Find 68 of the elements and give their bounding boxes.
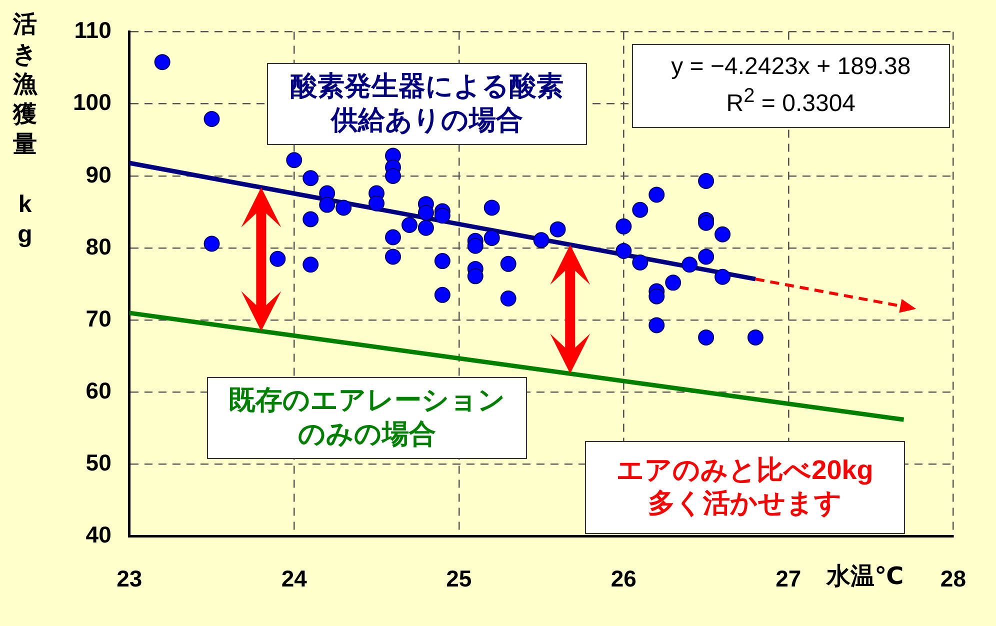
point	[698, 214, 714, 231]
text-frame: 酸素発生器による酸素供給ありの場合	[266, 63, 587, 145]
annotation: R$^{2}$ = 0.3304	[725, 84, 857, 120]
point	[385, 229, 401, 246]
point	[385, 168, 401, 184]
point	[302, 256, 319, 273]
point	[533, 232, 550, 248]
text-frame: 既存のエアレーションのみの場合	[206, 377, 527, 459]
point	[434, 286, 450, 303]
point	[434, 253, 450, 270]
text-frame: エアのみと比べ20kg多く活かせます	[584, 440, 905, 534]
point	[467, 238, 484, 254]
y-tick-label: 50	[86, 450, 112, 476]
point	[550, 221, 566, 238]
point	[632, 202, 648, 218]
point	[270, 250, 286, 267]
point	[747, 329, 764, 346]
point	[484, 200, 500, 216]
point	[698, 329, 714, 346]
point	[665, 274, 682, 291]
annotation: y = −4.2423x + 189.38	[670, 52, 912, 82]
text: 活き漁獲量 kg	[12, 11, 38, 248]
point	[204, 236, 220, 252]
point	[154, 54, 170, 70]
y-tick-label: 40	[86, 522, 112, 548]
point	[500, 290, 516, 307]
x-tick-label: 25	[446, 566, 472, 592]
point	[648, 317, 665, 334]
point	[319, 196, 336, 213]
point	[385, 248, 401, 265]
text-frame: y = −4.2423x + 189.38 R$^{2}$ = 0.3304	[632, 44, 950, 128]
point	[286, 152, 302, 168]
x-axis-title: 水温℃	[826, 562, 904, 592]
point	[714, 226, 731, 242]
point	[302, 170, 319, 186]
point	[698, 248, 714, 265]
point	[302, 211, 319, 228]
point	[434, 208, 450, 224]
point	[418, 220, 434, 236]
point	[698, 173, 714, 190]
point	[204, 111, 220, 128]
y-tick-label: 70	[86, 305, 112, 332]
x-tick-label: 27	[776, 566, 802, 592]
point	[467, 268, 484, 284]
point	[500, 256, 516, 272]
y-tick-label: 100	[73, 89, 112, 116]
point	[648, 288, 665, 304]
annotation: エアのみと比べ20kg多く活かせます	[616, 454, 874, 518]
x-tick-label: 28	[940, 566, 966, 592]
x-tick-label: 26	[610, 566, 636, 592]
y-tick-label: 90	[86, 161, 112, 188]
y-tick-label: 110	[74, 17, 112, 44]
point	[484, 230, 500, 246]
series-label: 既存のエアレーションのみの場合	[228, 385, 506, 450]
x-tick-label: 24	[281, 566, 308, 592]
y-tick-label: 60	[86, 378, 112, 404]
point	[401, 216, 418, 233]
point	[418, 204, 434, 221]
point	[368, 195, 385, 212]
point	[616, 218, 632, 234]
point	[632, 254, 648, 270]
point	[648, 186, 665, 203]
point	[714, 268, 731, 285]
point	[336, 200, 352, 216]
x-tick-label: 23	[116, 566, 142, 592]
point	[616, 242, 632, 259]
y-tick-label: 80	[86, 233, 112, 260]
point	[682, 256, 698, 273]
